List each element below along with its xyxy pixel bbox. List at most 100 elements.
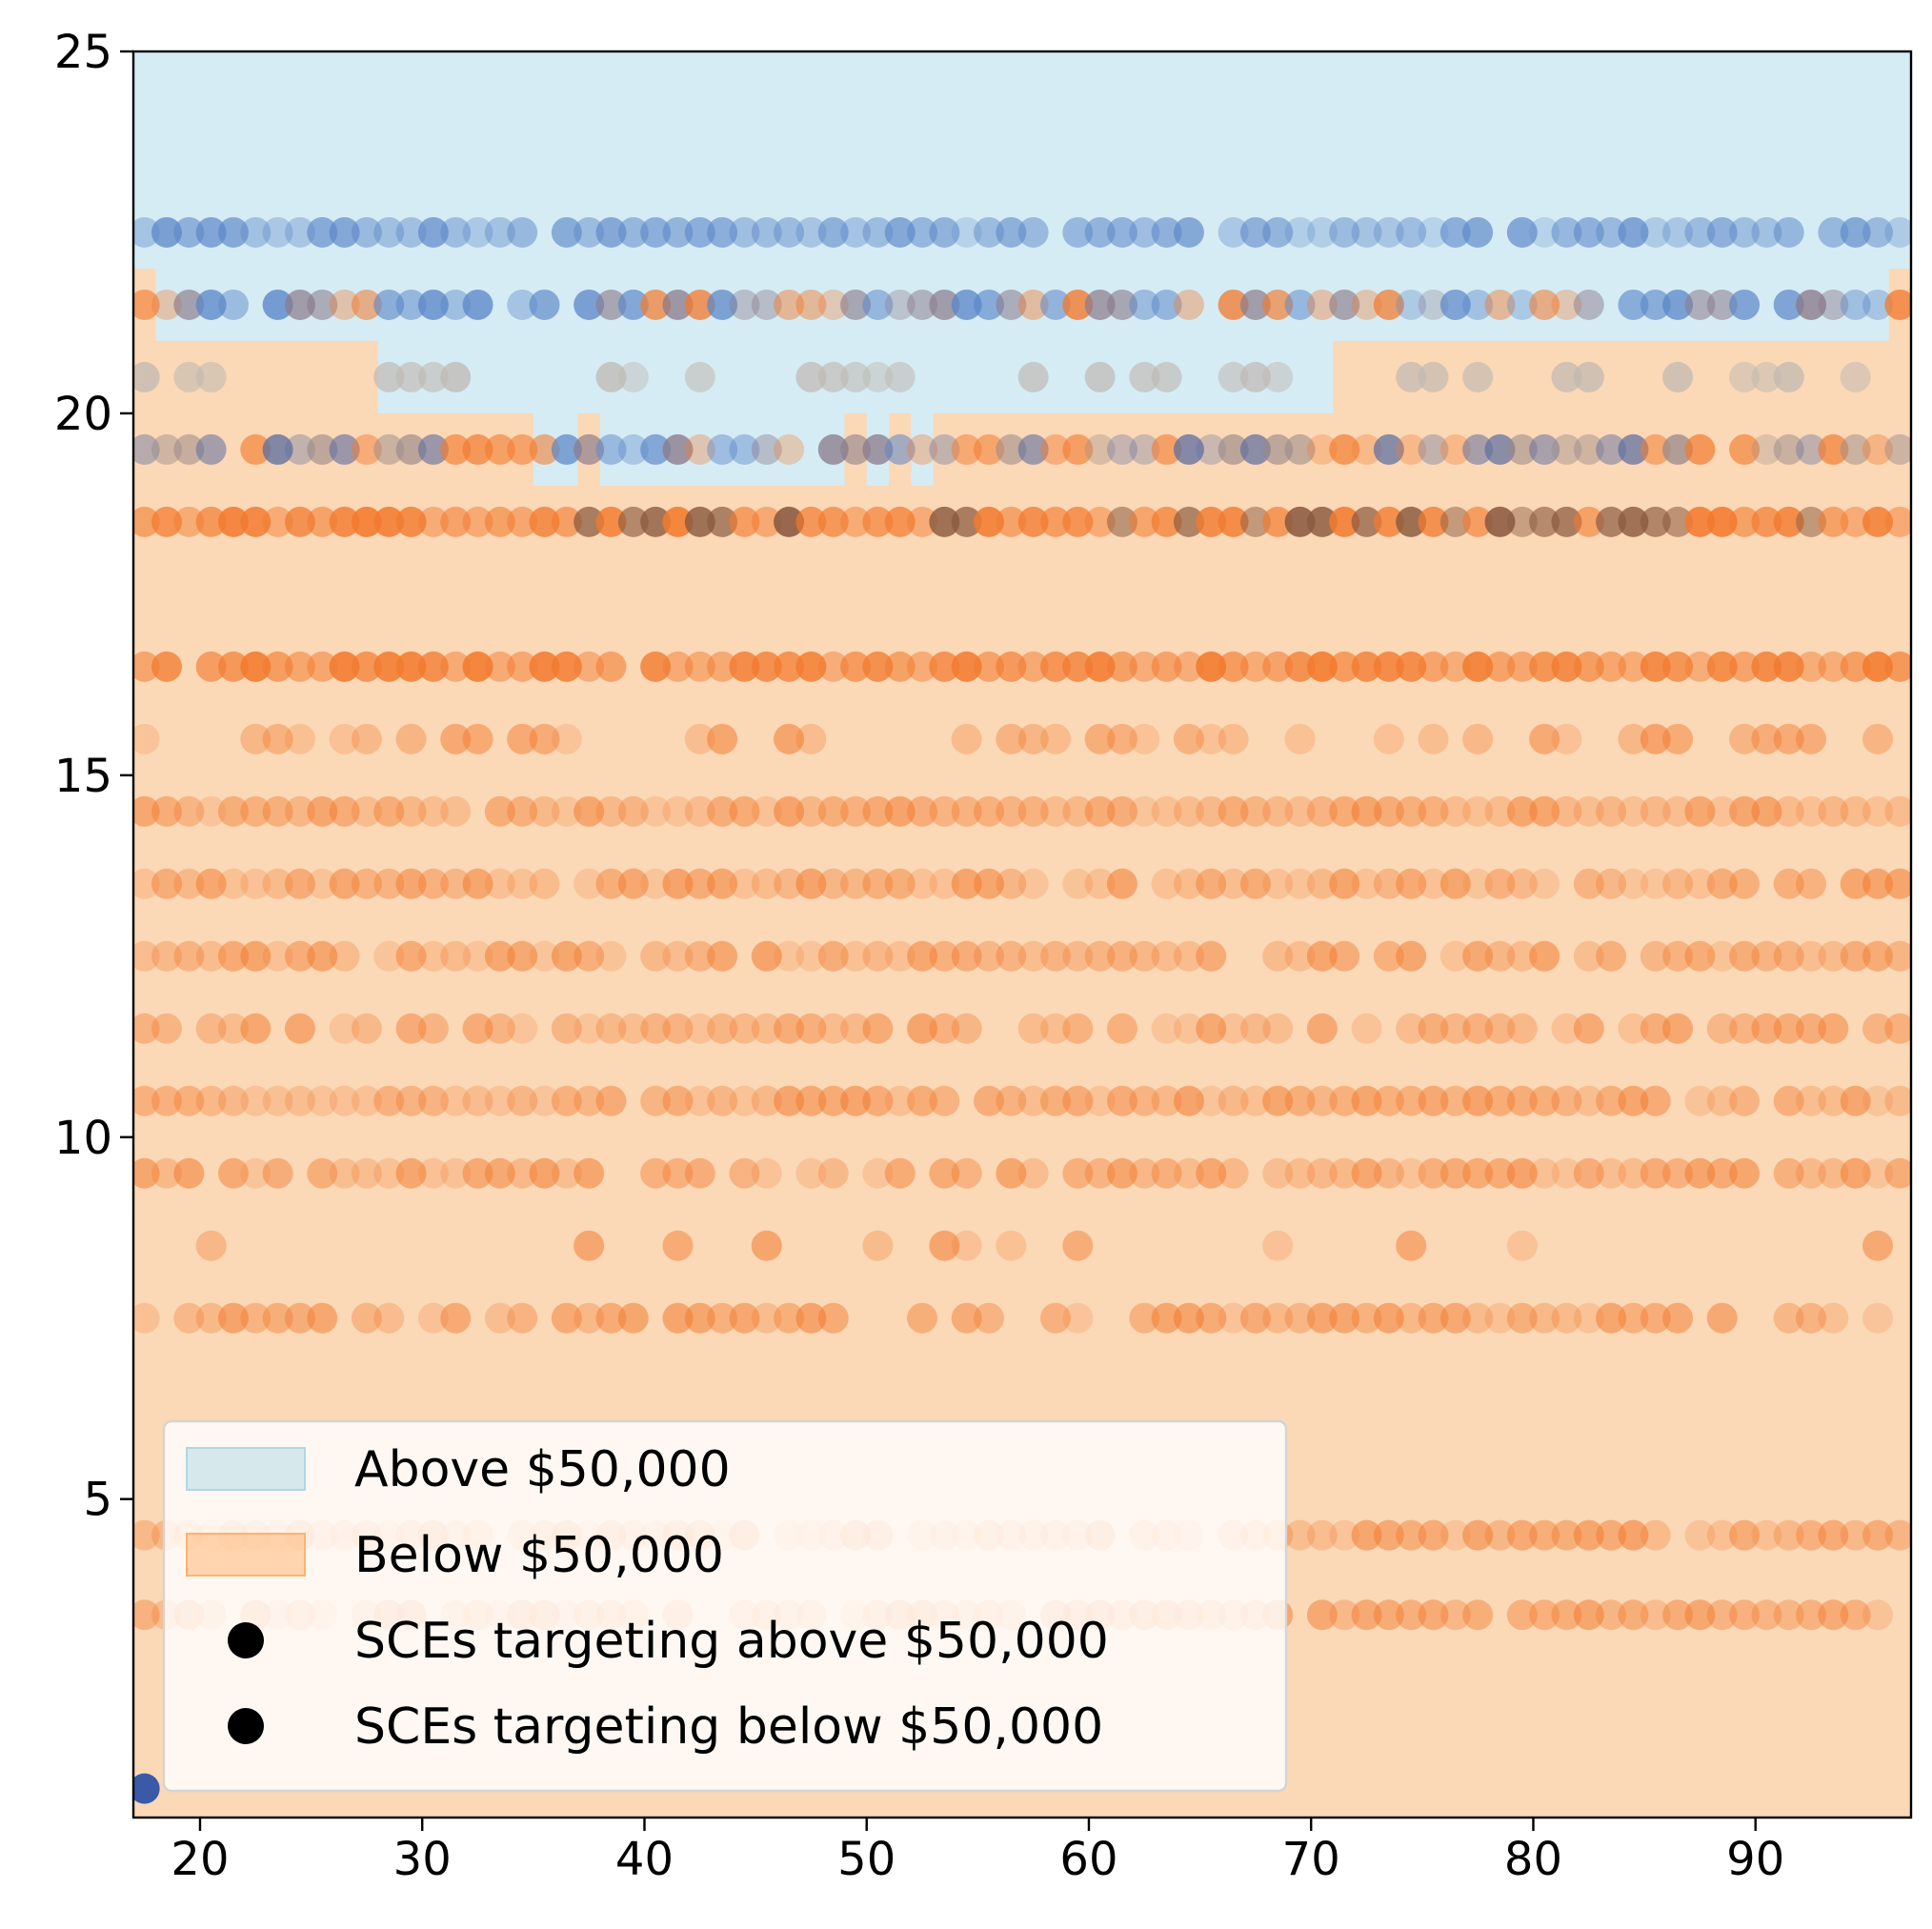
data-point — [684, 795, 715, 827]
data-point — [1662, 289, 1694, 320]
data-point — [173, 1302, 205, 1334]
data-point — [395, 1013, 427, 1044]
data-point — [1151, 216, 1182, 248]
data-point — [951, 868, 982, 899]
data-point — [217, 216, 249, 248]
data-point — [284, 795, 315, 827]
data-point — [1462, 723, 1494, 754]
data-point — [1151, 1085, 1182, 1116]
data-point — [1329, 216, 1360, 248]
data-point — [707, 723, 738, 754]
data-point — [574, 1085, 605, 1116]
data-point — [551, 1157, 582, 1189]
data-point — [751, 940, 782, 972]
data-point — [1306, 1157, 1338, 1189]
legend-swatch — [186, 1533, 306, 1577]
data-point — [751, 289, 782, 320]
data-point — [307, 1157, 338, 1189]
data-point — [329, 651, 360, 682]
data-point — [817, 795, 849, 827]
data-point — [1351, 433, 1382, 465]
data-point — [151, 289, 182, 320]
data-point — [1039, 289, 1071, 320]
data-point — [751, 1230, 782, 1261]
data-point — [1618, 1519, 1649, 1551]
data-point — [1084, 651, 1116, 682]
data-point — [996, 723, 1027, 754]
data-point — [1573, 1519, 1604, 1551]
data-point — [996, 433, 1027, 465]
data-point — [884, 361, 916, 392]
data-point — [1751, 795, 1782, 827]
data-point — [1729, 361, 1761, 392]
data-point — [1129, 651, 1160, 682]
data-point — [1218, 795, 1249, 827]
data-point — [395, 868, 427, 899]
data-point — [684, 940, 715, 972]
data-point — [529, 506, 560, 537]
data-point — [729, 1013, 760, 1044]
data-point — [1551, 506, 1582, 537]
data-point — [574, 1013, 605, 1044]
data-point — [284, 868, 315, 899]
data-point — [595, 940, 627, 972]
data-point — [1884, 506, 1911, 537]
data-point — [1506, 1085, 1538, 1116]
legend-label: SCEs targeting above $50,000 — [354, 1613, 1109, 1670]
data-point — [617, 289, 649, 320]
data-point — [640, 795, 672, 827]
data-point — [1439, 1599, 1471, 1631]
point-row — [195, 1230, 1894, 1261]
data-point — [1529, 1519, 1560, 1551]
data-point — [1751, 940, 1782, 972]
data-point — [240, 868, 272, 899]
data-point — [662, 795, 694, 827]
data-point — [1573, 1085, 1604, 1116]
data-point — [417, 1302, 449, 1334]
data-point — [1039, 651, 1071, 682]
data-point — [462, 868, 493, 899]
data-point — [1684, 289, 1716, 320]
data-point — [1396, 1230, 1427, 1261]
data-point — [996, 216, 1027, 248]
data-point — [1196, 433, 1227, 465]
data-point — [1239, 651, 1271, 682]
data-point — [1484, 651, 1516, 682]
data-point — [1373, 433, 1404, 465]
data-point — [151, 433, 182, 465]
data-point — [133, 506, 160, 537]
data-point — [729, 1302, 760, 1334]
data-point — [217, 1302, 249, 1334]
data-point — [795, 361, 827, 392]
data-point — [1129, 289, 1160, 320]
data-point — [1573, 940, 1604, 972]
data-point — [1351, 1157, 1382, 1189]
data-point — [1373, 1085, 1404, 1116]
data-point — [1151, 361, 1182, 392]
data-point — [1573, 1599, 1604, 1631]
data-point — [507, 1013, 538, 1044]
data-point — [1573, 868, 1604, 899]
data-point — [1640, 1519, 1671, 1551]
data-point — [1084, 940, 1116, 972]
data-point — [1306, 1599, 1338, 1631]
data-point — [1884, 289, 1911, 320]
data-point — [1062, 506, 1094, 537]
data-point — [1239, 1302, 1271, 1334]
data-point — [974, 1085, 1005, 1116]
data-point — [1173, 1302, 1204, 1334]
data-point — [684, 361, 715, 392]
data-point — [417, 216, 449, 248]
data-point — [1129, 361, 1160, 392]
data-point — [996, 795, 1027, 827]
data-point — [351, 723, 382, 754]
data-point — [617, 361, 649, 392]
point-row — [133, 940, 1911, 972]
data-point — [1373, 506, 1404, 537]
data-point — [707, 1013, 738, 1044]
data-point — [1418, 1519, 1449, 1551]
data-point — [1596, 506, 1627, 537]
data-point — [707, 1302, 738, 1334]
data-point — [707, 433, 738, 465]
data-point — [240, 216, 272, 248]
